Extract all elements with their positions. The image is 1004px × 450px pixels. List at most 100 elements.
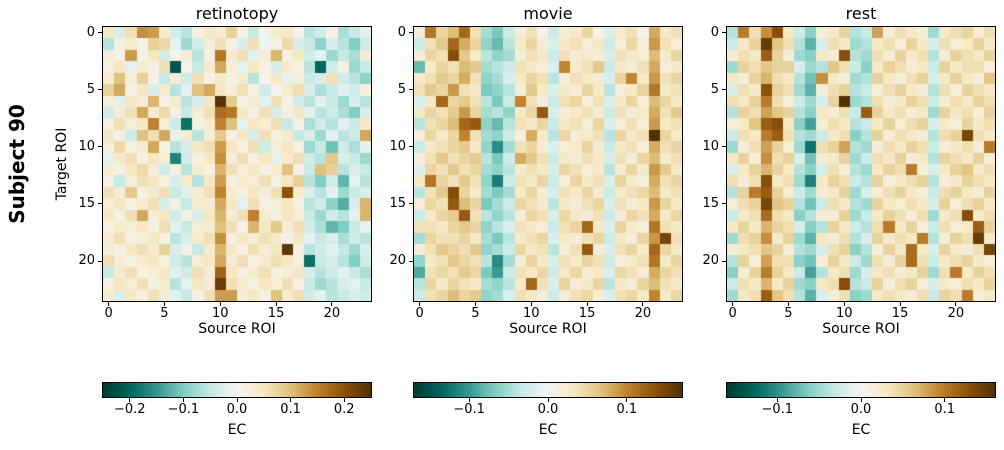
x-tick-label: 5 [471,306,480,321]
colorbar-retinotopy [102,382,372,398]
y-tick-label: 0 [397,24,406,40]
x-tick-label: 20 [947,306,965,321]
heatmap-movie [414,27,682,301]
x-tick-mark [642,302,644,306]
y-axis-label: Target ROI [54,127,70,201]
y-tick-mark [98,89,102,91]
x-tick-label: 20 [323,306,341,321]
y-tick-mark [409,260,413,262]
y-tick-mark [722,89,726,91]
y-tick-mark [409,146,413,148]
x-axis-label: Source ROI [198,321,276,337]
x-tick-mark [955,302,957,306]
colorbar-tick-mark [468,398,470,402]
x-tick-mark [474,302,476,306]
y-tick-label: 20 [702,253,719,269]
y-tick-label: 0 [86,24,95,40]
x-tick-mark [530,302,532,306]
y-tick-label: 15 [389,195,406,211]
colorbar-tick-mark [626,398,628,402]
y-tick-label: 5 [86,81,95,97]
x-tick-label: 5 [160,306,169,321]
x-tick-label: 20 [634,306,652,321]
x-tick-label: 10 [211,306,229,321]
colorbar-tick-mark [776,398,778,402]
colorbar-tick-label: −0.1 [453,402,485,417]
y-tick-mark [409,203,413,205]
x-tick-mark [419,302,421,306]
x-axis-label: Source ROI [822,321,900,337]
y-tick-mark [722,146,726,148]
y-tick-mark [409,32,413,34]
colorbar-movie [413,382,683,398]
x-tick-label: 10 [835,306,853,321]
colorbar-tick-label: −0.2 [114,402,146,417]
y-tick-mark [98,203,102,205]
y-tick-mark [98,260,102,262]
x-axis-label: Source ROI [509,321,587,337]
colorbar-tick-label: 0.1 [934,402,956,417]
y-tick-label: 5 [397,81,406,97]
y-tick-label: 10 [702,138,719,154]
colorbar-tick-label: 0.1 [280,402,301,417]
colorbar-tick-mark [236,398,238,402]
colorbar-tick-label: 0.0 [226,402,248,417]
colorbar-label: EC [538,422,558,438]
colorbar-tick-label: 0.0 [850,402,872,417]
y-tick-mark [722,32,726,34]
colorbar-tick-mark [290,398,292,402]
colorbar-tick-label: 0.2 [333,402,355,417]
x-tick-label: 15 [578,306,596,321]
x-tick-mark [108,302,110,306]
colorbar-tick-mark [944,398,946,402]
colorbar-gradient-movie [414,383,682,397]
panel-title-rest: rest [845,4,877,23]
colorbar-label: EC [851,422,871,438]
colorbar-tick-label: −0.1 [167,402,200,417]
colorbar-tick-mark [547,398,549,402]
x-tick-mark [787,302,789,306]
y-tick-label: 10 [389,138,406,154]
colorbar-gradient-rest [727,383,995,397]
y-tick-label: 0 [710,24,719,40]
y-tick-label: 15 [78,195,95,211]
x-tick-mark [843,302,845,306]
colorbar-gradient-retinotopy [103,383,371,397]
y-tick-label: 5 [710,81,719,97]
colorbar-tick-label: 0.1 [616,402,638,417]
y-tick-label: 20 [78,253,95,269]
x-tick-mark [331,302,333,306]
heatmap-plot-retinotopy [102,26,372,302]
panel-title-retinotopy: retinotopy [195,4,279,23]
heatmap-retinotopy [103,27,371,301]
x-tick-mark [275,302,277,306]
x-tick-mark [219,302,221,306]
x-tick-mark [732,302,734,306]
x-tick-label: 15 [267,306,285,321]
y-tick-mark [98,32,102,34]
heatmap-rest [727,27,995,301]
x-tick-label: 0 [104,306,113,321]
x-tick-label: 15 [891,306,909,321]
y-tick-mark [722,260,726,262]
colorbar-tick-mark [182,398,184,402]
y-tick-label: 20 [389,253,406,269]
colorbar-tick-mark [129,398,131,402]
y-tick-mark [722,203,726,205]
y-tick-mark [98,146,102,148]
y-tick-label: 15 [702,195,719,211]
x-tick-mark [899,302,901,306]
subject-row-label: Subject 90 [5,104,29,224]
colorbar-label: EC [227,422,247,438]
x-tick-label: 0 [728,306,737,321]
x-tick-mark [163,302,165,306]
x-tick-label: 5 [784,306,793,321]
colorbar-tick-mark [860,398,862,402]
heatmap-plot-rest [726,26,996,302]
heatmap-plot-movie [413,26,683,302]
colorbar-tick-label: −0.1 [761,402,794,417]
colorbar-tick-label: 0.0 [537,402,559,417]
y-tick-mark [409,89,413,91]
x-tick-mark [586,302,588,306]
